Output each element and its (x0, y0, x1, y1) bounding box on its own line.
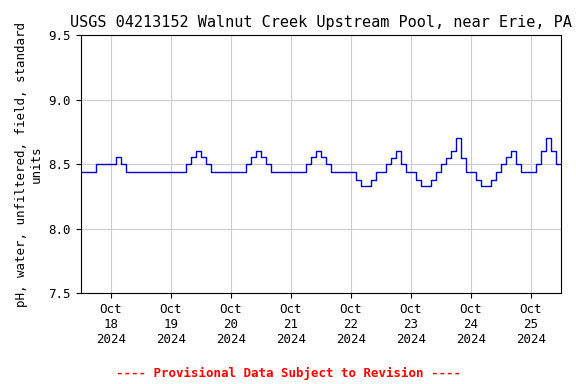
Y-axis label: pH, water, unfiltered, field, standard
units: pH, water, unfiltered, field, standard u… (15, 22, 43, 307)
Text: ---- Provisional Data Subject to Revision ----: ---- Provisional Data Subject to Revisio… (116, 367, 460, 380)
Title: USGS 04213152 Walnut Creek Upstream Pool, near Erie, PA: USGS 04213152 Walnut Creek Upstream Pool… (70, 15, 572, 30)
